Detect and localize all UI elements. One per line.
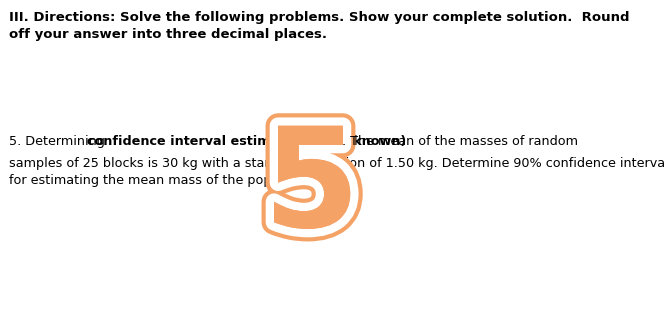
Text: 5: 5 [263, 121, 360, 256]
Text: . The mean of the masses of random: . The mean of the masses of random [342, 135, 578, 148]
Text: 5. Determining: 5. Determining [9, 135, 109, 148]
Text: samples of 25 blocks is 30 kg with a standard deviation of 1.50 kg. Determine 90: samples of 25 blocks is 30 kg with a sta… [9, 157, 666, 187]
Text: confidence interval estimate (σ is unknown): confidence interval estimate (σ is unkno… [87, 135, 406, 148]
Text: III. Directions: Solve the following problems. Show your complete solution.  Rou: III. Directions: Solve the following pro… [9, 11, 629, 41]
